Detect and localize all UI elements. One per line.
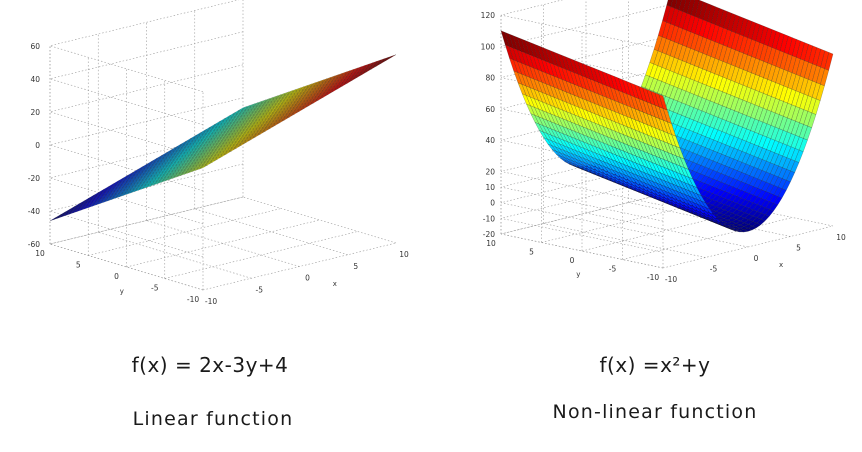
y-tick-label: -10 [187, 295, 199, 304]
y-tick-label: 5 [529, 248, 534, 257]
y-tick-label: 5 [76, 261, 81, 270]
y-tick-label: 0 [114, 272, 119, 281]
z-tick-label: -20 [483, 230, 495, 239]
z-tick-label: 120 [481, 11, 496, 20]
nonlinear-surface-plot: -20 -10 0 10 20 40 60 80 100 120 -10 -5 0 5 10 -10 -5 0 5 1… [481, 0, 846, 284]
z-tick-label: 60 [30, 42, 40, 51]
z-tick-label: -60 [28, 240, 40, 249]
x-tick-label: -5 [710, 265, 718, 274]
y-tick-label: -5 [609, 265, 617, 274]
y-tick-label: 0 [570, 256, 575, 265]
x-tick-label: 10 [836, 233, 846, 242]
z-tick-label: -40 [28, 207, 40, 216]
z-tick-label: 40 [485, 136, 495, 145]
x-tick-label: 10 [399, 250, 409, 259]
y-tick-label: 10 [486, 239, 496, 248]
linear-function-label: Linear function [132, 408, 294, 430]
z-tick-label: 0 [35, 141, 40, 150]
linear-surface-plot: -60 -40 -20 0 20 40 60 -10 -5 0 5 10 -10 -5 0 5 10 x y [28, 0, 409, 306]
nonlinear-function-label: Non-linear function [552, 401, 758, 423]
nonlinear-formula: f(x) =x²+y [599, 353, 711, 377]
x-tick-label: -5 [256, 285, 264, 294]
y-axis-label: y [576, 270, 580, 278]
z-tick-label: 60 [485, 105, 495, 114]
z-tick-label: 0 [490, 199, 495, 208]
x-axis-label: x [333, 280, 337, 288]
axis-labels: -60 -40 -20 0 20 40 60 -10 -5 0 5 10 -10 -5 0 5 10 x y [28, 42, 409, 306]
x-tick-label: -10 [665, 275, 677, 284]
surface-mesh [49, 54, 397, 222]
z-tick-label: 40 [30, 75, 40, 84]
x-tick-label: 0 [754, 254, 759, 263]
y-tick-label: -10 [647, 273, 659, 282]
z-tick-label: -20 [28, 174, 40, 183]
x-tick-label: 5 [796, 244, 801, 253]
x-tick-label: -10 [205, 297, 217, 306]
z-tick-label: 100 [481, 42, 496, 51]
z-tick-label: 80 [485, 74, 495, 83]
surface-mesh [500, 0, 834, 233]
z-tick-label: 10 [485, 183, 495, 192]
z-tick-label: -10 [483, 214, 495, 223]
y-tick-label: -5 [151, 284, 159, 293]
z-tick-label: 20 [30, 108, 40, 117]
y-tick-label: 10 [35, 249, 45, 258]
z-tick-label: 20 [485, 167, 495, 176]
linear-formula: f(x) = 2x-3y+4 [131, 353, 289, 377]
x-tick-label: 0 [305, 274, 310, 283]
y-axis-label: y [120, 288, 124, 296]
axis-labels: -20 -10 0 10 20 40 60 80 100 120 -10 -5 0 5 10 -10 -5 0 5 1… [481, 11, 846, 284]
x-tick-label: 5 [353, 262, 358, 271]
x-axis-label: x [779, 261, 783, 269]
